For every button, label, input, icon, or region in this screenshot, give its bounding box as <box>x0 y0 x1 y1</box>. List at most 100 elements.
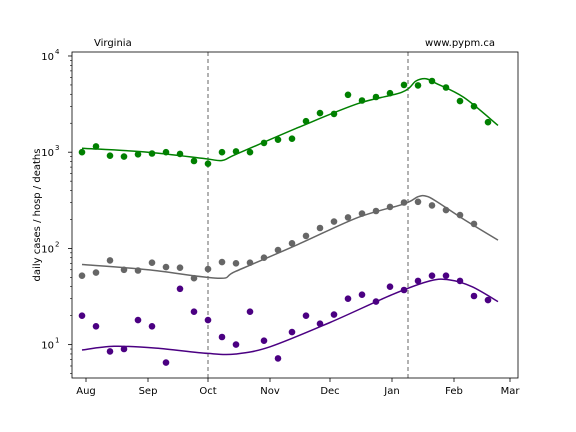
data-point-series-3 <box>219 334 226 341</box>
y-tick-label: 10 <box>41 148 54 159</box>
y-tick-exponent: 3 <box>55 144 59 152</box>
data-point-series-3 <box>289 329 296 336</box>
y-tick-label: 10 <box>41 52 54 63</box>
y-axis-label: daily cases / hosp / deaths <box>32 149 43 282</box>
data-point-series-3 <box>359 291 366 298</box>
data-point-series-1 <box>163 149 170 156</box>
chart-title-right: www.pypm.ca <box>425 38 495 49</box>
data-point-series-1 <box>107 152 114 159</box>
data-point-series-3 <box>317 320 324 327</box>
data-point-series-2 <box>471 221 478 228</box>
data-point-series-1 <box>387 90 394 97</box>
data-point-series-3 <box>107 348 114 355</box>
data-point-series-1 <box>429 78 436 85</box>
data-point-series-1 <box>177 151 184 158</box>
data-point-series-3 <box>261 337 268 344</box>
data-point-series-3 <box>485 297 492 304</box>
data-point-series-1 <box>149 150 156 157</box>
data-point-series-2 <box>275 247 282 254</box>
data-point-series-1 <box>331 111 338 118</box>
data-point-series-2 <box>359 210 366 217</box>
data-point-series-1 <box>457 98 464 105</box>
data-point-series-1 <box>233 148 240 155</box>
x-tick-label: Mar <box>501 386 521 397</box>
x-tick-label: Feb <box>445 386 463 397</box>
data-point-series-1 <box>135 151 142 158</box>
chart-title-left: Virginia <box>94 38 132 49</box>
data-point-series-3 <box>331 311 338 318</box>
data-point-series-2 <box>79 272 86 279</box>
data-point-series-3 <box>135 317 142 324</box>
data-point-series-2 <box>317 225 324 232</box>
data-point-series-3 <box>471 293 478 300</box>
data-point-series-3 <box>79 312 86 319</box>
y-tick-label: 10 <box>41 244 54 255</box>
data-point-series-3 <box>191 308 198 315</box>
data-point-series-3 <box>443 272 450 279</box>
data-point-series-1 <box>485 119 492 126</box>
data-point-series-3 <box>429 272 436 279</box>
x-tick-label: Oct <box>199 386 216 397</box>
data-point-series-3 <box>387 283 394 290</box>
data-point-series-2 <box>289 240 296 247</box>
data-point-series-2 <box>387 204 394 211</box>
data-point-series-2 <box>429 202 436 209</box>
x-tick-label: Aug <box>76 386 96 397</box>
data-point-series-1 <box>359 97 366 104</box>
data-point-series-3 <box>345 295 352 302</box>
data-point-series-3 <box>233 341 240 348</box>
data-point-series-1 <box>303 118 310 125</box>
data-point-series-1 <box>373 94 380 101</box>
data-point-series-3 <box>121 346 128 353</box>
data-point-series-2 <box>107 257 114 264</box>
data-point-series-1 <box>247 149 254 156</box>
y-tick-exponent: 4 <box>55 48 60 56</box>
data-point-series-3 <box>247 308 254 315</box>
data-point-series-1 <box>443 84 450 91</box>
data-point-series-1 <box>415 82 422 89</box>
x-tick-label: Dec <box>320 386 339 397</box>
x-tick-label: Nov <box>260 386 280 397</box>
y-tick-label: 10 <box>41 341 54 352</box>
data-point-series-3 <box>373 298 380 305</box>
data-point-series-2 <box>443 207 450 214</box>
data-point-series-1 <box>275 136 282 143</box>
data-point-series-2 <box>121 267 128 274</box>
data-point-series-2 <box>261 254 268 261</box>
data-point-series-2 <box>401 199 408 206</box>
data-point-series-2 <box>303 233 310 240</box>
y-tick-exponent: 2 <box>55 240 59 248</box>
data-point-series-2 <box>233 260 240 267</box>
data-point-series-1 <box>471 103 478 110</box>
data-point-series-3 <box>163 359 170 366</box>
data-point-series-1 <box>121 153 128 160</box>
data-point-series-3 <box>205 317 212 324</box>
data-point-series-1 <box>93 143 100 150</box>
data-point-series-2 <box>177 264 184 271</box>
data-point-series-3 <box>93 323 100 330</box>
data-point-series-2 <box>191 275 198 282</box>
data-point-series-1 <box>317 110 324 117</box>
data-point-series-2 <box>93 269 100 276</box>
data-point-series-2 <box>219 259 226 266</box>
data-point-series-3 <box>401 287 408 294</box>
data-point-series-1 <box>205 160 212 167</box>
data-point-series-1 <box>345 92 352 99</box>
data-point-series-2 <box>247 259 254 266</box>
data-point-series-2 <box>205 266 212 273</box>
data-point-series-1 <box>191 158 198 165</box>
data-point-series-3 <box>303 312 310 319</box>
data-point-series-3 <box>149 323 156 330</box>
data-point-series-1 <box>289 135 296 142</box>
data-point-series-3 <box>275 355 282 362</box>
data-point-series-2 <box>373 208 380 215</box>
data-point-series-2 <box>331 218 338 225</box>
data-point-series-2 <box>149 259 156 266</box>
data-point-series-1 <box>219 149 226 156</box>
data-point-series-3 <box>415 278 422 285</box>
data-point-series-2 <box>163 264 170 271</box>
data-point-series-1 <box>261 140 268 147</box>
data-point-series-3 <box>457 278 464 285</box>
